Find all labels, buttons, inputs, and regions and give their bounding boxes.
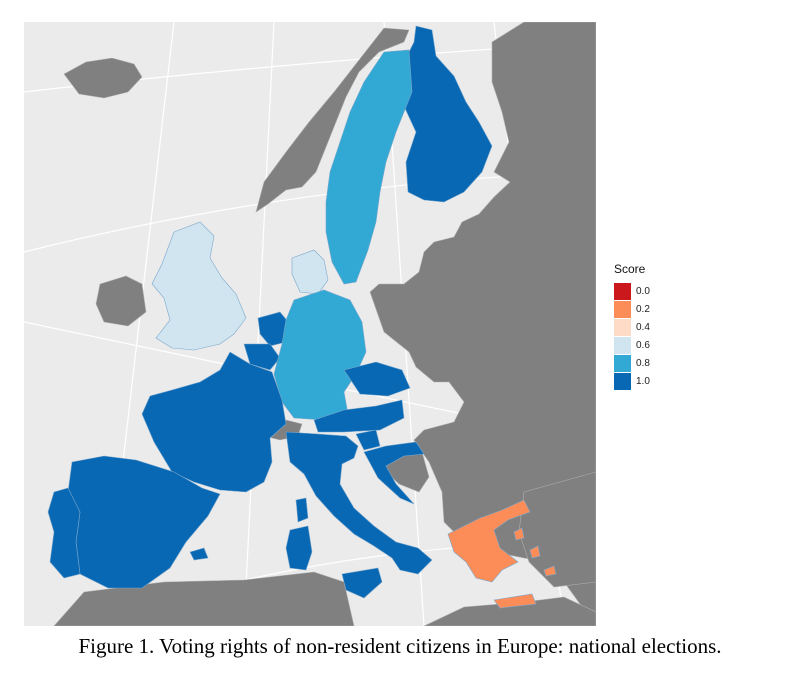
legend-swatch <box>614 318 631 336</box>
legend-label: 0.8 <box>636 357 650 369</box>
country-austria <box>313 399 405 433</box>
legend-swatch <box>614 354 631 372</box>
legend-title: Score <box>614 262 646 276</box>
legend-label: 0.2 <box>636 303 650 315</box>
legend-swatch <box>614 336 631 354</box>
legend-label: 0.6 <box>636 339 650 351</box>
country-corsica <box>295 497 309 523</box>
legend-label: 0.4 <box>636 321 650 333</box>
legend-swatch <box>614 300 631 318</box>
country-slovenia <box>355 429 381 451</box>
country-belgium <box>243 343 281 371</box>
legend: Score 0.0 0.2 0.4 0.6 0.8 1.0 <box>614 262 650 390</box>
country-sardinia <box>285 525 313 571</box>
non-eu-land <box>53 22 596 626</box>
country-germany <box>273 289 367 421</box>
legend-row: 0.4 <box>614 318 650 336</box>
country-uk <box>151 221 247 351</box>
legend-row: 0.6 <box>614 336 650 354</box>
legend-row: 0.8 <box>614 354 650 372</box>
country-sicily <box>341 567 383 599</box>
legend-row: 0.0 <box>614 282 650 300</box>
legend-row: 1.0 <box>614 372 650 390</box>
country-croatia <box>363 441 425 505</box>
figure-caption: Figure 1. Voting rights of non-resident … <box>78 634 722 658</box>
legend-swatch <box>614 282 631 300</box>
country-sweden <box>325 49 413 285</box>
legend-row: 0.2 <box>614 300 650 318</box>
legend-swatch <box>614 372 631 390</box>
eu-countries <box>47 25 557 609</box>
country-greece <box>447 499 531 583</box>
map-panel <box>24 22 596 626</box>
country-france <box>141 351 287 493</box>
legend-label: 0.0 <box>636 285 650 297</box>
country-greece-islands <box>493 527 557 609</box>
country-balearics <box>189 547 209 561</box>
country-czechia <box>343 361 411 397</box>
country-italy <box>285 431 433 575</box>
legend-label: 1.0 <box>636 375 650 387</box>
country-denmark <box>291 249 329 295</box>
country-portugal <box>47 487 81 579</box>
